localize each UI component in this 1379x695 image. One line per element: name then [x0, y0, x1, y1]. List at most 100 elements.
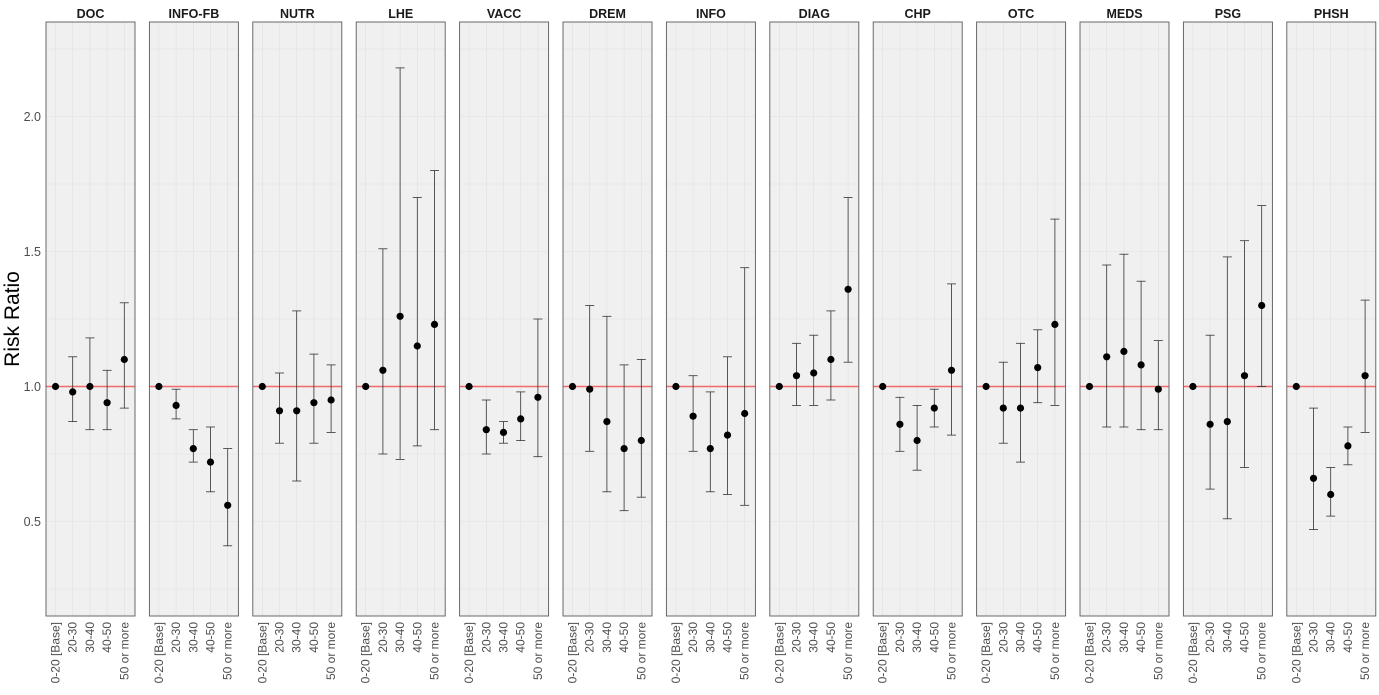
- data-point: [827, 355, 835, 364]
- x-tick-label: 50 or more: [1358, 622, 1372, 680]
- x-tick-label: 40-50: [721, 622, 735, 653]
- y-tick-label: 1.5: [24, 245, 41, 259]
- x-tick-label: 20-30: [790, 622, 804, 653]
- data-point: [327, 396, 335, 404]
- data-point: [689, 412, 697, 420]
- x-tick-label: 30-40: [600, 622, 614, 653]
- y-axis-label: Risk Ratio: [1, 271, 24, 367]
- x-tick-label: 30-40: [1117, 622, 1131, 653]
- panel-title: DOC: [77, 7, 105, 21]
- data-point: [930, 404, 938, 412]
- x-tick-label: 20-30: [376, 622, 390, 653]
- x-tick-label: 40-50: [1134, 622, 1148, 653]
- data-point: [1240, 372, 1249, 380]
- panel-border: [872, 21, 963, 617]
- x-tick-label: 50 or more: [1048, 622, 1062, 680]
- data-point: [947, 366, 956, 374]
- data-point: [741, 409, 749, 418]
- panel-title: MEDS: [1106, 7, 1142, 21]
- panel-border: [1079, 21, 1170, 617]
- x-tick-label: 20-30: [1100, 622, 1114, 653]
- x-tick-label: 20-30: [1307, 622, 1321, 653]
- panel-title: VACC: [487, 7, 522, 21]
- y-tick-label: 0.5: [24, 515, 41, 529]
- data-point: [810, 369, 818, 377]
- x-tick-label: 0-20 [Base]: [1186, 622, 1200, 683]
- data-point: [1309, 474, 1318, 482]
- x-tick-label: 40-50: [824, 622, 838, 653]
- x-tick-label: 20-30: [996, 622, 1010, 653]
- x-tick-label: 0-20 [Base]: [979, 622, 993, 683]
- x-tick-label: 50 or more: [117, 622, 131, 680]
- data-point: [1206, 420, 1214, 428]
- x-tick-label: 0-20 [Base]: [49, 622, 63, 683]
- data-point: [1137, 361, 1145, 369]
- x-tick-label: 40-50: [100, 622, 114, 653]
- panel-title: PHSH: [1314, 7, 1349, 21]
- data-point: [310, 399, 318, 407]
- data-point: [568, 382, 577, 391]
- x-tick-label: 40-50: [1341, 622, 1355, 653]
- data-point: [293, 407, 301, 415]
- data-point: [586, 385, 594, 393]
- data-point: [1085, 382, 1094, 391]
- x-tick-label: 30-40: [186, 622, 200, 653]
- data-point: [1327, 490, 1335, 499]
- data-point: [51, 382, 60, 391]
- data-point: [120, 355, 128, 364]
- x-tick-label: 50 or more: [428, 622, 442, 680]
- data-point: [155, 382, 163, 391]
- panel-title: INFO: [696, 7, 726, 21]
- data-point: [517, 415, 525, 423]
- x-tick-label: 50 or more: [1255, 622, 1269, 680]
- panel-border: [45, 21, 136, 617]
- x-tick-label: 50 or more: [324, 622, 338, 680]
- panel-border: [1286, 21, 1377, 617]
- x-tick-label: 50 or more: [945, 622, 959, 680]
- x-tick-label: 40-50: [1031, 622, 1045, 653]
- panel-title: CHP: [904, 7, 930, 21]
- panel-border: [459, 21, 550, 617]
- data-point: [379, 366, 387, 374]
- data-point: [275, 407, 284, 415]
- panel-border: [355, 21, 446, 617]
- data-point: [1103, 353, 1111, 361]
- panel-border: [1182, 21, 1273, 617]
- data-point: [913, 436, 921, 445]
- panel-border: [562, 21, 653, 617]
- x-tick-label: 50 or more: [1151, 622, 1165, 680]
- x-tick-label: 50 or more: [531, 622, 545, 680]
- x-tick-label: 40-50: [617, 622, 631, 653]
- data-point: [896, 420, 904, 428]
- data-point: [620, 445, 628, 453]
- panel-title: LHE: [388, 7, 413, 21]
- x-tick-label: 0-20 [Base]: [876, 622, 890, 683]
- data-point: [1292, 382, 1300, 391]
- x-tick-label: 20-30: [273, 622, 287, 653]
- x-tick-label: 0-20 [Base]: [152, 622, 166, 683]
- panel-border: [976, 21, 1067, 617]
- x-tick-label: 20-30: [1203, 622, 1217, 653]
- data-point: [792, 372, 801, 380]
- panel-title: OTC: [1008, 7, 1034, 21]
- x-tick-label: 0-20 [Base]: [1289, 622, 1303, 683]
- x-tick-label: 30-40: [910, 622, 924, 653]
- panel-title: DIAG: [799, 7, 830, 21]
- x-tick-label: 30-40: [393, 622, 407, 653]
- data-point: [982, 382, 990, 391]
- data-point: [258, 382, 266, 391]
- data-point: [465, 382, 473, 391]
- x-tick-label: 50 or more: [221, 622, 235, 680]
- data-point: [999, 404, 1007, 412]
- x-tick-label: 50 or more: [738, 622, 752, 680]
- x-tick-label: 0-20 [Base]: [566, 622, 580, 683]
- data-point: [206, 458, 215, 466]
- data-point: [499, 428, 508, 436]
- data-point: [534, 393, 542, 401]
- x-tick-label: 50 or more: [634, 622, 648, 680]
- x-tick-label: 20-30: [479, 622, 493, 653]
- data-point: [362, 382, 370, 391]
- data-point: [103, 399, 111, 407]
- x-tick-label: 30-40: [807, 622, 821, 653]
